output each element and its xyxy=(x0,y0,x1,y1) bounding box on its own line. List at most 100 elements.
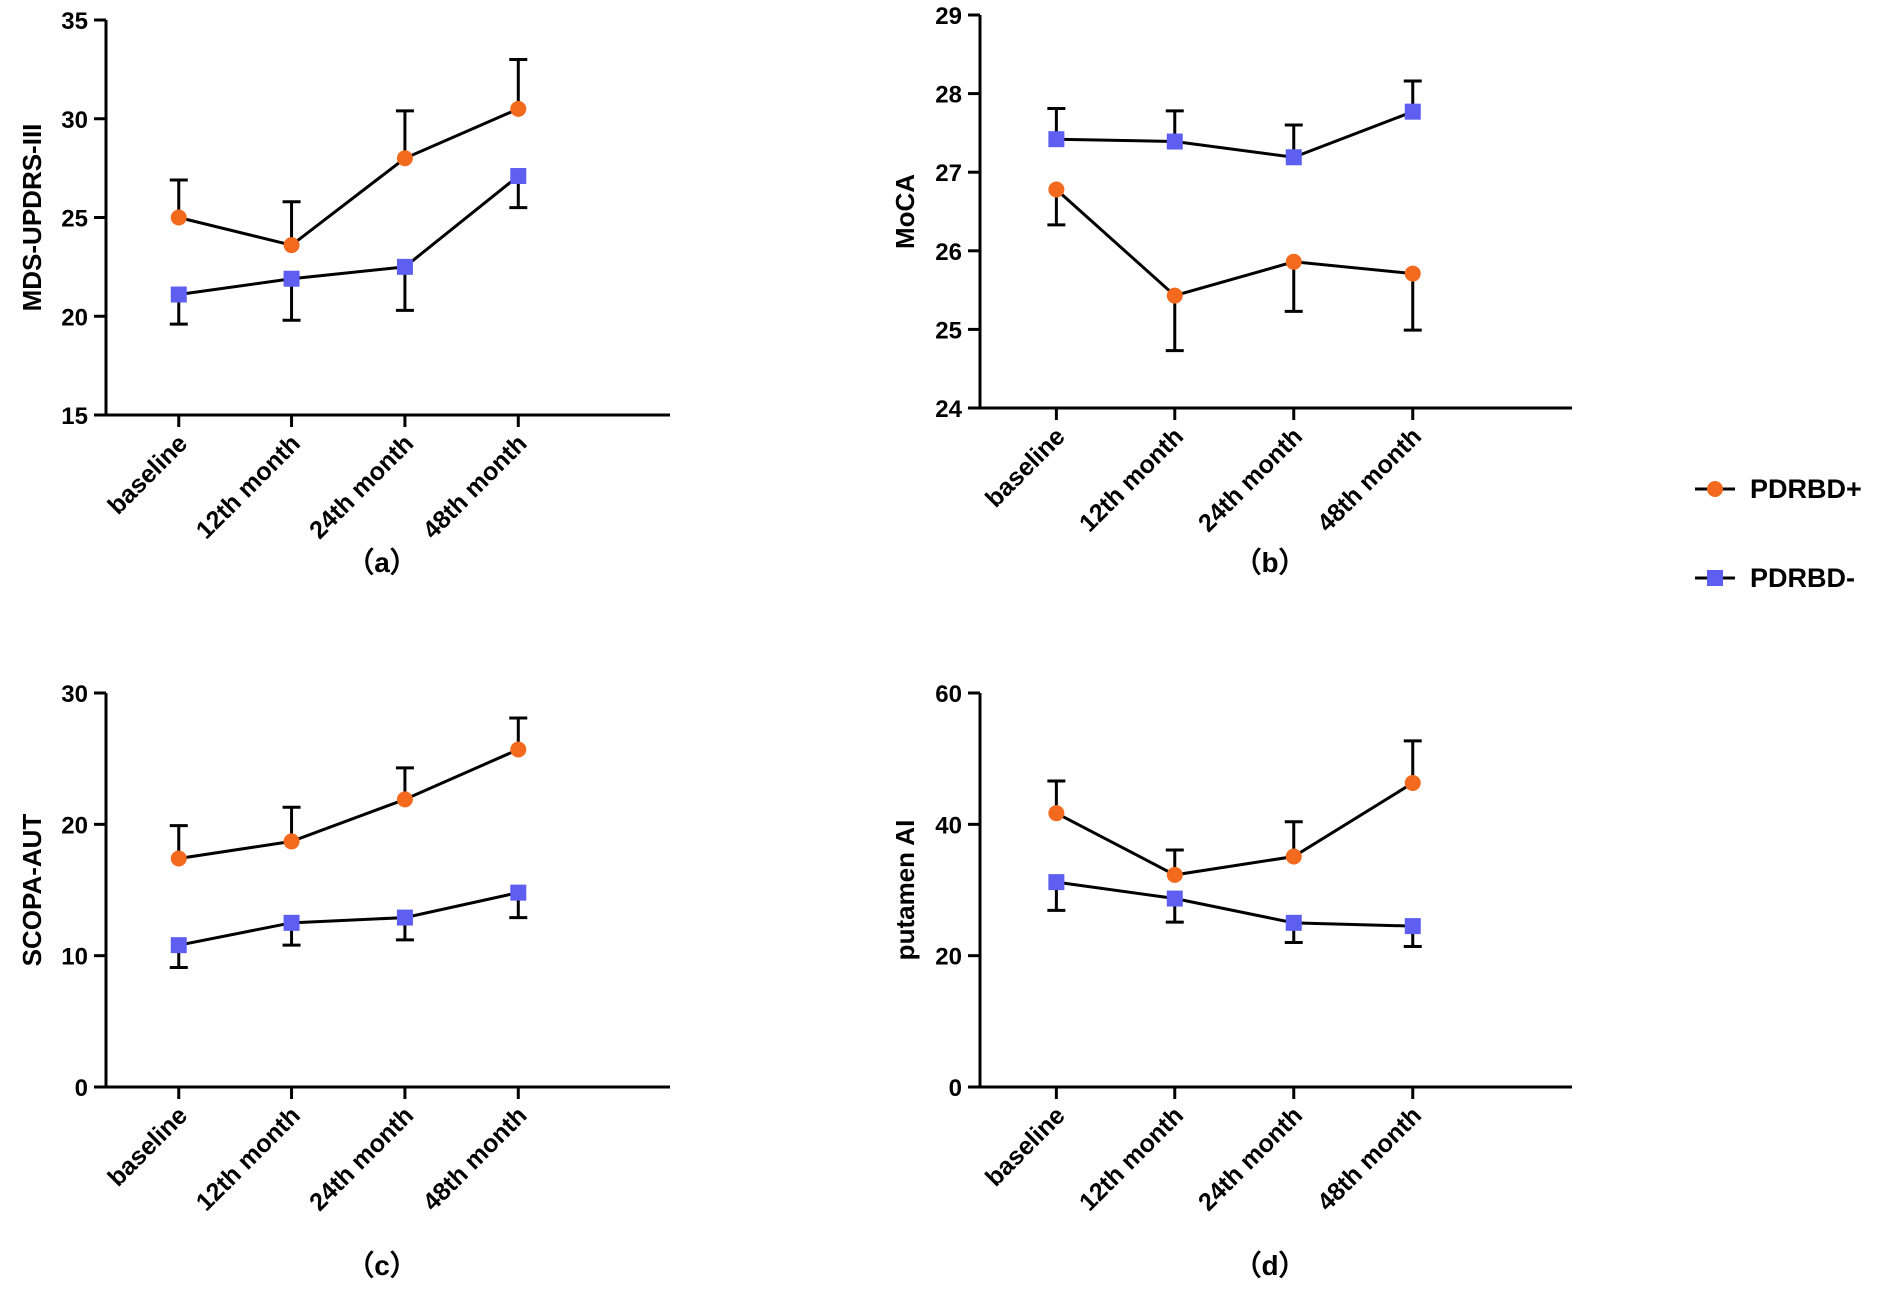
y-tick-label: 24 xyxy=(935,396,962,423)
data-point-12th-month xyxy=(283,237,300,254)
legend-item-pdrbd: PDRBD+ xyxy=(1695,474,1862,504)
y-tick-label: 60 xyxy=(935,681,962,708)
series-line xyxy=(178,107,519,247)
panel-d: 0 20 40 60 baseline 12th month 24th month 48th … xyxy=(890,681,1572,1281)
panel-caption: （d） xyxy=(1233,1249,1306,1281)
series-line xyxy=(178,174,520,297)
x-tick-label-24th-month: 24th month xyxy=(304,1101,419,1216)
legend-item-pdrbd: PDRBD- xyxy=(1695,563,1855,593)
y-axis-title: SCOPA-AUT xyxy=(17,814,47,967)
x-tick-label-baseline: baseline xyxy=(980,422,1071,513)
data-point-12th-month xyxy=(1166,890,1183,907)
y-tick-label: 27 xyxy=(935,160,962,187)
x-tick-label-24th-month: 24th month xyxy=(1193,422,1308,537)
series-pdrbd xyxy=(169,884,528,969)
x-tick-label-48th-month: 48th month xyxy=(417,429,532,544)
y-tick-label: 0 xyxy=(75,1075,88,1102)
y-tick-label: 29 xyxy=(935,3,962,30)
y-tick-label: 25 xyxy=(935,317,962,344)
y-tick-label: 30 xyxy=(61,681,88,708)
series-line xyxy=(178,891,519,947)
data-point-24th-month xyxy=(396,150,413,167)
x-tick-label-48th-month: 48th month xyxy=(1312,1101,1427,1216)
data-point-48th-month xyxy=(510,100,527,117)
y-tick-label: 28 xyxy=(935,82,962,109)
data-point-24th-month xyxy=(1285,848,1302,865)
data-point-48th-month xyxy=(1404,774,1421,791)
series-pdrbd xyxy=(1047,874,1422,948)
data-point-24th-month xyxy=(396,791,413,808)
data-point-48th-month xyxy=(1404,918,1421,935)
panel-caption: （a） xyxy=(346,546,418,578)
y-tick-label: 20 xyxy=(61,812,88,839)
data-point-baseline xyxy=(1048,181,1065,198)
data-point-12th-month xyxy=(1166,866,1183,883)
data-point-48th-month xyxy=(510,168,527,185)
legend-label: PDRBD+ xyxy=(1750,474,1862,504)
series-line xyxy=(1056,880,1413,928)
x-tick-label-48th-month: 48th month xyxy=(417,1101,532,1216)
x-tick-label-24th-month: 24th month xyxy=(304,429,419,544)
series-pdrbd xyxy=(169,716,528,867)
series-line xyxy=(178,748,519,860)
series-pdrbd xyxy=(1047,181,1422,353)
x-tick-label-48th-month: 48th month xyxy=(1312,422,1427,537)
y-tick-label: 0 xyxy=(949,1075,962,1102)
x-tick-label-12th-month: 12th month xyxy=(1074,422,1189,537)
data-point-12th-month xyxy=(283,833,300,850)
y-axis-title: MDS-UPDRS-III xyxy=(17,124,47,312)
data-point-12th-month xyxy=(283,914,300,931)
series-pdrbd xyxy=(169,168,528,326)
data-point-48th-month xyxy=(1404,265,1421,282)
data-point-baseline xyxy=(170,209,187,226)
x-tick-label-12th-month: 12th month xyxy=(191,429,306,544)
legend: PDRBD+ PDRBD- xyxy=(1695,474,1862,593)
y-tick-label: 25 xyxy=(61,206,88,233)
data-point-48th-month xyxy=(510,884,527,901)
legend-marker-circle xyxy=(1707,481,1723,497)
data-point-baseline xyxy=(170,286,187,303)
series-line xyxy=(1055,781,1414,877)
panel-caption: （b） xyxy=(1233,546,1306,578)
data-point-baseline xyxy=(1048,805,1065,822)
data-point-baseline xyxy=(170,937,187,954)
y-tick-label: 20 xyxy=(61,304,88,331)
data-point-48th-month xyxy=(510,741,527,758)
series-pdrbd xyxy=(1047,79,1422,166)
data-point-24th-month xyxy=(1285,253,1302,270)
panel-caption: （c） xyxy=(346,1249,418,1281)
data-point-12th-month xyxy=(283,270,300,287)
data-point-12th-month xyxy=(1166,133,1183,150)
x-tick-label-baseline: baseline xyxy=(102,429,193,520)
data-point-baseline xyxy=(1048,874,1065,891)
y-axis-title: MoCA xyxy=(890,174,920,249)
data-point-24th-month xyxy=(396,258,413,275)
x-tick-label-12th-month: 12th month xyxy=(191,1101,306,1216)
y-tick-label: 10 xyxy=(61,944,88,971)
data-point-12th-month xyxy=(1166,287,1183,304)
y-axis-title: putamen AI xyxy=(890,820,920,961)
x-tick-label-24th-month: 24th month xyxy=(1193,1101,1308,1216)
x-tick-label-12th-month: 12th month xyxy=(1074,1101,1189,1216)
data-point-24th-month xyxy=(1285,149,1302,166)
series-line xyxy=(1055,188,1413,298)
series-pdrbd xyxy=(1047,739,1422,883)
legend-label: PDRBD- xyxy=(1750,563,1855,593)
y-tick-label: 40 xyxy=(935,812,962,839)
y-tick-label: 15 xyxy=(61,403,88,430)
data-point-48th-month xyxy=(1404,103,1421,120)
data-point-24th-month xyxy=(1285,914,1302,931)
series-pdrbd xyxy=(169,58,528,254)
legend-marker-square xyxy=(1707,570,1723,586)
x-tick-label-baseline: baseline xyxy=(102,1101,193,1192)
data-point-24th-month xyxy=(396,909,413,926)
panel-b: 24 25 26 27 28 29 baseline 12th month 24th month… xyxy=(890,3,1572,578)
x-tick-label-baseline: baseline xyxy=(980,1101,1071,1192)
y-tick-label: 30 xyxy=(61,107,88,134)
data-point-baseline xyxy=(1048,131,1065,148)
y-tick-label: 20 xyxy=(935,944,962,971)
series-line xyxy=(1056,110,1414,159)
